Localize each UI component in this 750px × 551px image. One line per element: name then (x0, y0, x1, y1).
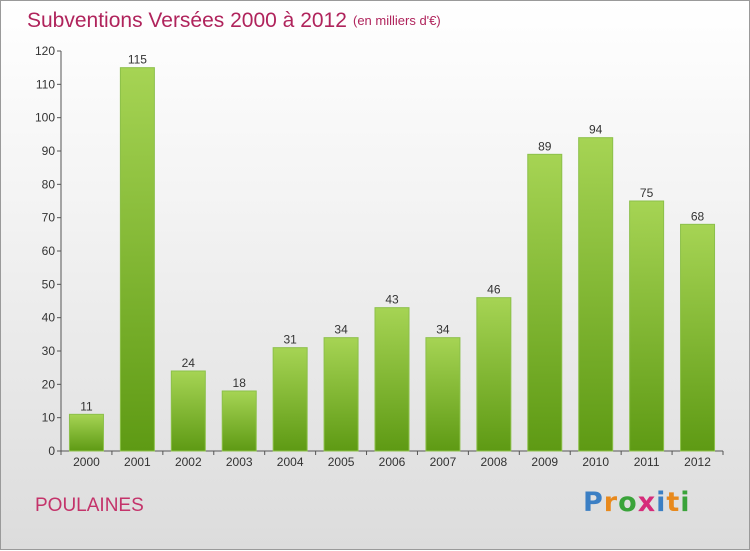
x-tick-label: 2001 (124, 455, 151, 469)
data-label-2007: 34 (436, 323, 450, 337)
y-tick-label: 70 (42, 211, 56, 225)
bar-2011 (629, 200, 665, 452)
x-tick-label: 2004 (277, 455, 304, 469)
x-tick-label: 2010 (582, 455, 609, 469)
logo-letter: i (680, 487, 691, 518)
x-tick-label: 2012 (684, 455, 711, 469)
data-label-2006: 43 (385, 293, 399, 307)
x-tick-label: 2002 (175, 455, 202, 469)
bar-2000 (68, 413, 104, 452)
y-tick-label: 50 (42, 277, 56, 291)
chart-subtitle: (en milliers d'€) (353, 13, 441, 28)
x-tick-label: 2000 (73, 455, 100, 469)
x-tick-label: 2007 (430, 455, 457, 469)
bar-2010 (578, 137, 614, 452)
logo-letter: t (666, 487, 681, 518)
data-label-2003: 18 (233, 376, 247, 390)
data-label-2010: 94 (589, 123, 603, 137)
y-tick-label: 80 (42, 177, 56, 191)
y-tick-label: 0 (48, 444, 55, 458)
x-tick-label: 2005 (328, 455, 355, 469)
bar-2012 (680, 223, 716, 452)
logo-letter: x (637, 487, 657, 518)
y-tick-label: 40 (42, 311, 56, 325)
x-tick-label: 2011 (634, 455, 660, 469)
bar-2004 (272, 347, 308, 452)
bar-2002 (170, 370, 206, 452)
logo-letter: i (656, 487, 667, 518)
commune-name: POULAINES (35, 495, 144, 516)
data-label-2004: 31 (283, 333, 297, 347)
logo-letter: r (603, 487, 619, 518)
logo-letter: o (618, 487, 638, 518)
bar-2006 (374, 307, 410, 452)
y-tick-label: 60 (42, 244, 56, 258)
bar-2009 (527, 153, 563, 452)
bar-2005 (323, 337, 359, 452)
y-tick-label: 120 (35, 44, 55, 58)
x-tick-label: 2008 (480, 455, 507, 469)
logo-letter: P (583, 487, 604, 518)
data-label-2009: 89 (538, 139, 552, 153)
y-tick-label: 90 (42, 144, 56, 158)
chart-title: Subventions Versées 2000 à 2012 (27, 9, 347, 32)
bar-2007 (425, 337, 461, 452)
x-tick-label: 2003 (226, 455, 253, 469)
bar-2001 (119, 67, 155, 452)
bar-2008 (476, 297, 512, 452)
x-tick-label: 2009 (531, 455, 558, 469)
data-label-2005: 34 (334, 323, 348, 337)
y-tick-label: 30 (42, 344, 56, 358)
x-tick-label: 2006 (379, 455, 406, 469)
y-tick-label: 10 (42, 411, 56, 425)
data-label-2011: 75 (640, 186, 654, 200)
data-label-2000: 11 (80, 399, 93, 413)
y-tick-label: 20 (42, 377, 56, 391)
y-tick-label: 110 (36, 77, 55, 91)
proxiti-logo: Proxiti (583, 487, 691, 518)
data-label-2001: 115 (128, 53, 147, 67)
y-tick-label: 100 (35, 111, 55, 125)
data-label-2002: 24 (182, 356, 196, 370)
bar-2003 (221, 390, 257, 452)
data-label-2012: 68 (691, 209, 705, 223)
data-label-2008: 46 (487, 283, 501, 297)
